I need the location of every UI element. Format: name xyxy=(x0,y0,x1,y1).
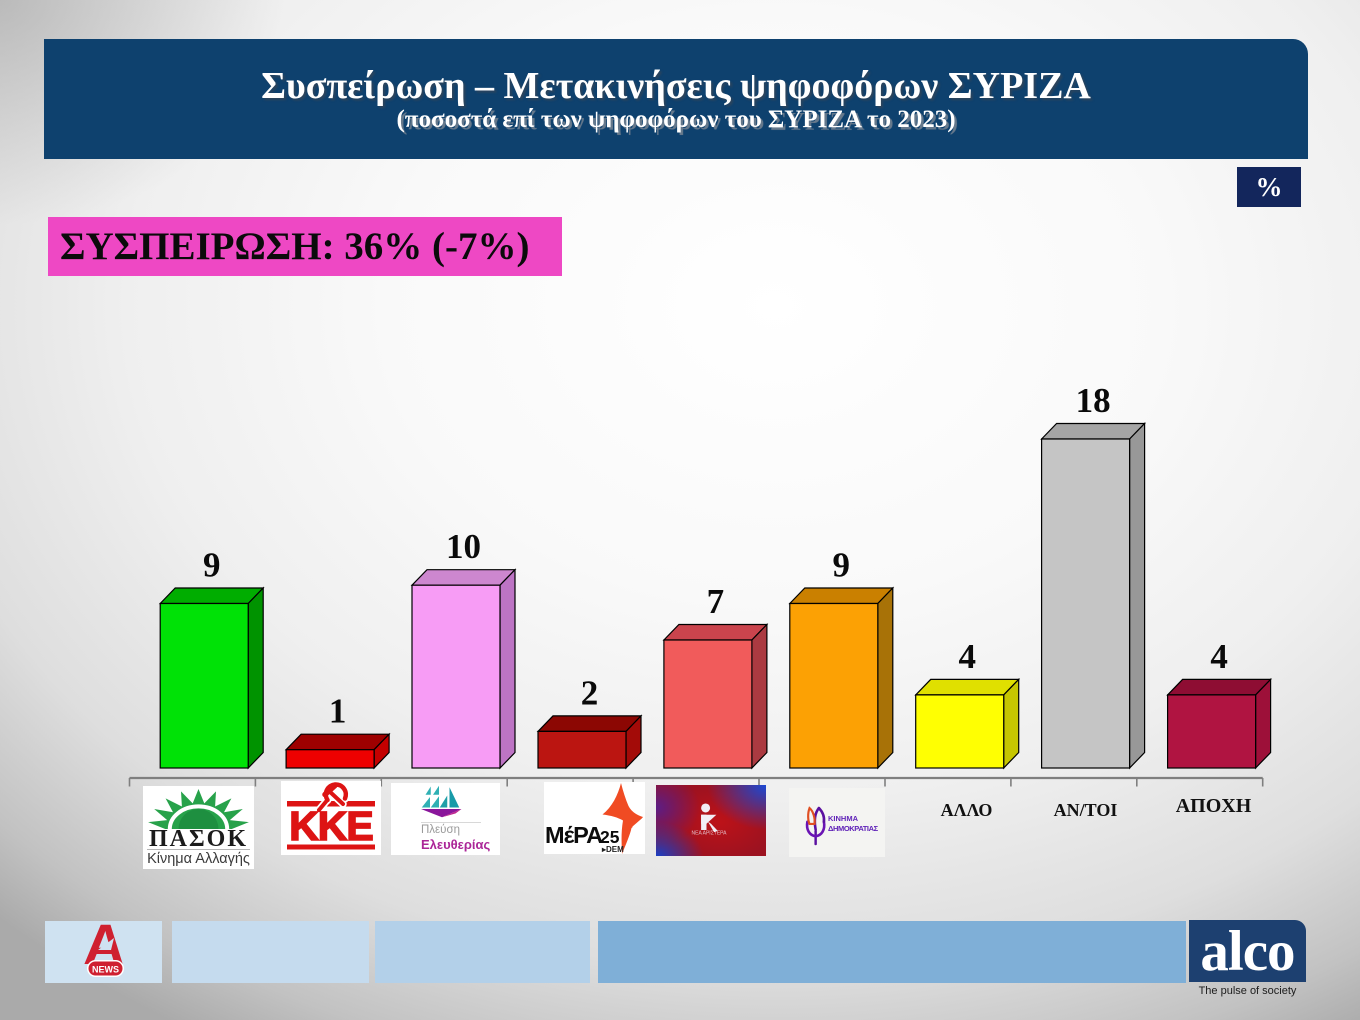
svg-text:4: 4 xyxy=(958,637,976,676)
svg-text:NEWS: NEWS xyxy=(92,965,119,975)
svg-text:10: 10 xyxy=(446,527,481,566)
svg-text:9: 9 xyxy=(833,546,851,585)
svg-text:ΜέΡΑ: ΜέΡΑ xyxy=(545,822,603,848)
svg-text:2: 2 xyxy=(581,673,599,712)
svg-text:KKE: KKE xyxy=(289,803,373,849)
svg-text:▸DEM: ▸DEM xyxy=(601,845,624,854)
svg-text:9: 9 xyxy=(203,546,221,585)
svg-text:25: 25 xyxy=(600,827,620,847)
svg-text:18: 18 xyxy=(1076,381,1111,420)
svg-text:7: 7 xyxy=(707,582,725,621)
svg-text:ΝΕΑ ΑΡΙΣΤΕΡΑ: ΝΕΑ ΑΡΙΣΤΕΡΑ xyxy=(692,831,728,837)
svg-text:1: 1 xyxy=(329,692,347,731)
svg-text:4: 4 xyxy=(1210,637,1228,676)
